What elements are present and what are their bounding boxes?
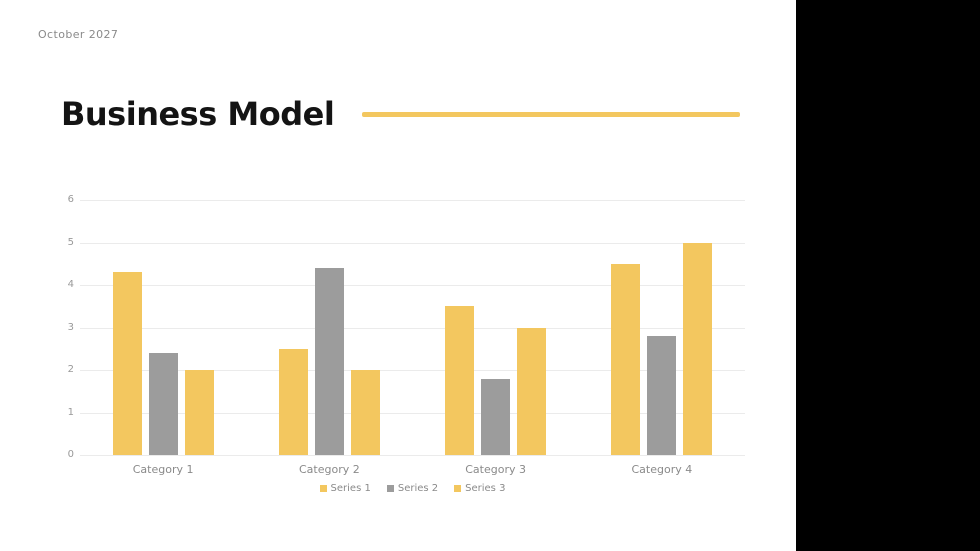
- bar-series1-category1: [112, 272, 142, 455]
- chart-legend: Series 1 Series 2 Series 3: [80, 483, 745, 494]
- bar-series3-category4: [683, 242, 713, 455]
- y-axis-tick-4: 4: [67, 279, 74, 290]
- x-axis-label-category-4: Category 4: [631, 463, 693, 476]
- bar-series3-category1: [184, 370, 214, 455]
- bar-series2-category3: [481, 378, 511, 455]
- bar-series2-category1: [148, 353, 178, 455]
- gridline-y3: [80, 327, 745, 329]
- legend-item-series3: Series 3: [454, 483, 505, 494]
- legend-swatch-icon: [454, 485, 462, 492]
- gridline-y6: [80, 200, 745, 201]
- page-title: Business Model: [61, 95, 335, 133]
- y-axis-tick-1: 1: [67, 406, 74, 418]
- bar-series1-category3: [445, 306, 475, 455]
- bar-series3-category3: [517, 327, 547, 455]
- legend-item-series1: Series 1: [319, 483, 371, 494]
- legend-label: Series 1: [330, 483, 371, 494]
- y-axis-tick-3: 3: [67, 321, 74, 333]
- legend-swatch-icon: [386, 485, 394, 492]
- gridline-y2: [80, 370, 745, 371]
- bar-series1-category2: [278, 348, 308, 455]
- right-black-panel: [796, 0, 980, 551]
- title-accent-line: [362, 112, 740, 117]
- bar-series2-category4: [647, 336, 677, 455]
- y-axis-tick-0: 0: [67, 449, 74, 460]
- y-axis-tick-6: 6: [67, 194, 74, 205]
- gridline-y5: [80, 242, 745, 244]
- bar-series2-category2: [314, 268, 344, 455]
- x-axis-label-category-3: Category 3: [465, 463, 526, 476]
- bar-series3-category2: [350, 370, 380, 455]
- gridline-y1: [80, 412, 745, 414]
- x-axis-label-category-1: Category 1: [132, 463, 194, 476]
- bar-chart: 0 1 2 3 4 5 6 Category 1 Category 2 Category 3 Cat…: [60, 194, 750, 505]
- legend-item-series2: Series 2: [386, 483, 439, 494]
- gridline-y4: [80, 285, 745, 286]
- legend-label: Series 2: [397, 483, 439, 494]
- gridline-y0: [80, 455, 745, 456]
- y-axis-tick-2: 2: [67, 364, 74, 375]
- x-axis-label-category-2: Category 2: [299, 463, 360, 476]
- bar-series1-category4: [611, 263, 641, 455]
- y-axis-tick-5: 5: [67, 236, 74, 248]
- legend-swatch-icon: [319, 485, 327, 492]
- slide-date: October 2027: [38, 28, 119, 41]
- legend-label: Series 3: [465, 483, 506, 494]
